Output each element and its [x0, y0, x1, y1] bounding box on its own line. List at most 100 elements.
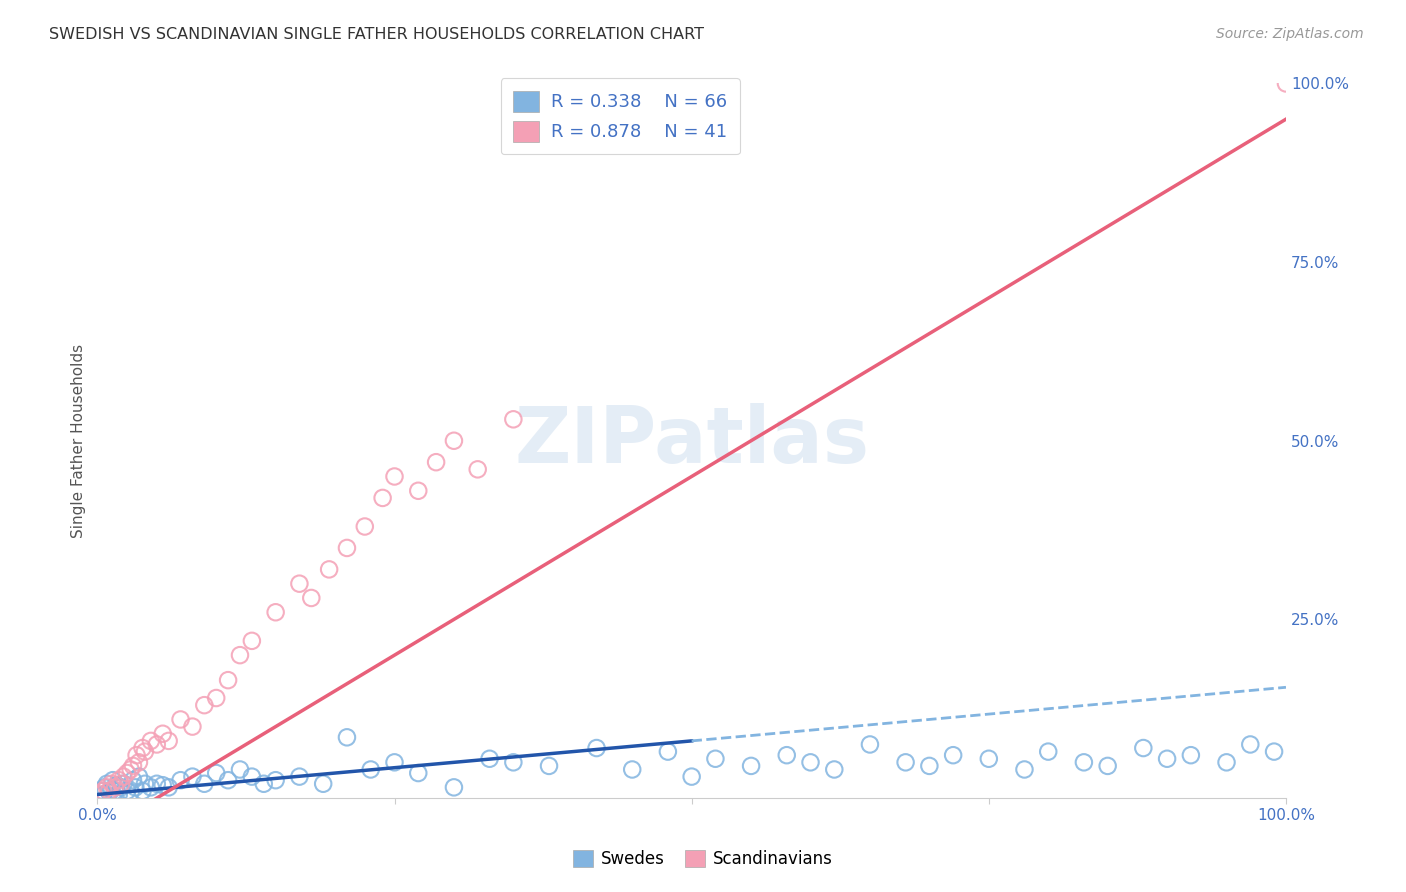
- Point: [131, 741, 153, 756]
- Point: [91, 784, 114, 798]
- Point: [120, 785, 142, 799]
- Y-axis label: Single Father Households: Single Father Households: [72, 343, 86, 538]
- Point: [100, 777, 122, 791]
- Point: [1038, 745, 1060, 759]
- Text: Source: ZipAtlas.com: Source: ZipAtlas.com: [1216, 27, 1364, 41]
- Point: [384, 469, 406, 483]
- Point: [122, 759, 145, 773]
- Point: [169, 773, 191, 788]
- Point: [91, 788, 114, 802]
- Point: [157, 734, 180, 748]
- Point: [229, 648, 252, 662]
- Point: [169, 713, 191, 727]
- Point: [115, 784, 138, 798]
- Point: [681, 770, 703, 784]
- Point: [1239, 738, 1261, 752]
- Point: [318, 562, 340, 576]
- Point: [124, 780, 146, 795]
- Point: [110, 780, 132, 795]
- Point: [205, 691, 228, 706]
- Point: [146, 777, 169, 791]
- Point: [217, 673, 239, 688]
- Point: [193, 698, 215, 713]
- Point: [120, 763, 142, 777]
- Point: [152, 778, 174, 792]
- Point: [205, 766, 228, 780]
- Point: [942, 748, 965, 763]
- Point: [894, 756, 917, 770]
- Point: [90, 784, 112, 798]
- Point: [181, 720, 204, 734]
- Point: [502, 412, 524, 426]
- Point: [918, 759, 941, 773]
- Point: [110, 777, 132, 791]
- Point: [93, 780, 115, 795]
- Point: [240, 770, 263, 784]
- Point: [299, 591, 322, 605]
- Point: [105, 778, 128, 792]
- Point: [131, 784, 153, 798]
- Point: [823, 763, 845, 777]
- Point: [1097, 759, 1119, 773]
- Point: [467, 462, 489, 476]
- Point: [799, 756, 821, 770]
- Point: [157, 780, 180, 795]
- Point: [1132, 741, 1154, 756]
- Point: [977, 752, 1000, 766]
- Point: [384, 756, 406, 770]
- Point: [90, 788, 112, 802]
- Point: [288, 770, 311, 784]
- Point: [107, 788, 129, 802]
- Point: [312, 777, 335, 791]
- Point: [621, 763, 644, 777]
- Point: [1073, 756, 1095, 770]
- Point: [776, 748, 799, 763]
- Point: [96, 777, 118, 791]
- Point: [425, 455, 447, 469]
- Point: [1180, 748, 1202, 763]
- Text: ZIPatlas: ZIPatlas: [515, 403, 869, 479]
- Point: [107, 773, 129, 788]
- Point: [101, 773, 124, 788]
- Point: [115, 766, 138, 780]
- Legend: Swedes, Scandinavians: Swedes, Scandinavians: [567, 843, 839, 875]
- Point: [704, 752, 727, 766]
- Point: [240, 633, 263, 648]
- Point: [1156, 752, 1178, 766]
- Point: [181, 770, 204, 784]
- Point: [96, 780, 118, 795]
- Point: [100, 782, 122, 797]
- Point: [859, 738, 882, 752]
- Point: [98, 784, 121, 798]
- Point: [125, 748, 148, 763]
- Point: [112, 777, 135, 791]
- Point: [217, 773, 239, 788]
- Point: [360, 763, 382, 777]
- Point: [336, 541, 359, 555]
- Point: [98, 785, 121, 799]
- Point: [229, 763, 252, 777]
- Point: [443, 780, 465, 795]
- Point: [122, 773, 145, 788]
- Point: [104, 780, 127, 795]
- Point: [128, 770, 150, 784]
- Point: [193, 777, 215, 791]
- Point: [128, 756, 150, 770]
- Point: [371, 491, 394, 505]
- Point: [104, 784, 127, 798]
- Text: SWEDISH VS SCANDINAVIAN SINGLE FATHER HOUSEHOLDS CORRELATION CHART: SWEDISH VS SCANDINAVIAN SINGLE FATHER HO…: [49, 27, 704, 42]
- Point: [585, 741, 607, 756]
- Point: [288, 576, 311, 591]
- Point: [253, 777, 276, 791]
- Point: [1215, 756, 1237, 770]
- Point: [406, 766, 429, 780]
- Point: [134, 745, 156, 759]
- Legend: R = 0.338    N = 66, R = 0.878    N = 41: R = 0.338 N = 66, R = 0.878 N = 41: [501, 78, 740, 154]
- Point: [146, 738, 169, 752]
- Point: [264, 773, 287, 788]
- Point: [657, 745, 679, 759]
- Point: [112, 770, 135, 784]
- Point: [152, 727, 174, 741]
- Point: [443, 434, 465, 448]
- Point: [502, 756, 524, 770]
